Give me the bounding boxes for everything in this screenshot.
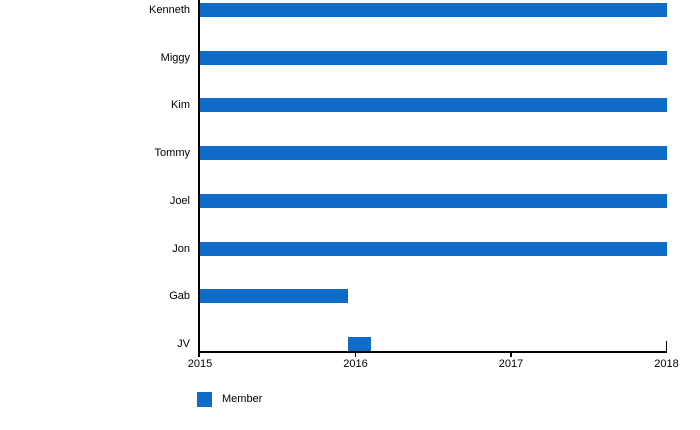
member-bar-jv	[347, 336, 372, 351]
category-label-jv: JV	[177, 337, 190, 350]
x-axis-label-2018: 2018	[654, 358, 679, 370]
x-axis-tick-2018	[665, 341, 667, 352]
member-bar-joel	[200, 193, 667, 208]
x-axis-label-2015: 2015	[187, 358, 213, 370]
category-label-kenneth: Kenneth	[149, 4, 190, 16]
legend-swatch-member	[197, 392, 212, 407]
x-axis-line	[198, 351, 667, 353]
legend-label-member: Member	[222, 393, 263, 405]
category-label-kim: Kim	[171, 99, 190, 112]
member-bar-kenneth	[200, 3, 667, 17]
category-label-miggy: Miggy	[160, 51, 190, 64]
category-label-tommy: Tommy	[154, 147, 190, 160]
chart-legend: Member	[197, 392, 262, 407]
member-bar-jon	[200, 241, 667, 256]
category-label-joel: Joel	[169, 194, 190, 207]
member-bar-tommy	[200, 146, 667, 161]
category-label-jon: Jon	[172, 242, 190, 255]
x-axis-label-2017: 2017	[498, 358, 524, 370]
x-axis-tick-2017	[510, 352, 512, 357]
member-bar-miggy	[200, 50, 667, 65]
x-axis-label-2016: 2016	[343, 358, 368, 370]
y-axis-line	[198, 0, 200, 357]
member-bar-kim	[200, 98, 667, 113]
category-label-gab: Gab	[169, 290, 190, 303]
x-axis-tick-2016	[354, 352, 356, 357]
member-bar-gab	[200, 289, 348, 304]
